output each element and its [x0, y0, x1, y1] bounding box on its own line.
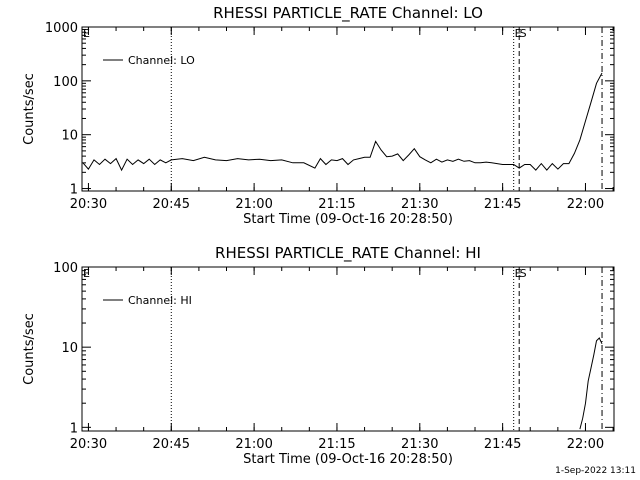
- chart-1: RHESSI PARTICLE_RATE Channel: HI 1 10 100 20…: [22, 244, 615, 467]
- y-tick-label: 100: [53, 75, 78, 90]
- x-tick-label: 21:45: [484, 437, 521, 452]
- y-axis-label: Counts/sec: [22, 313, 37, 385]
- x-tick-label: 22:00: [567, 197, 604, 212]
- x-axis-label: Start Time (09-Oct-16 20:28:50): [243, 452, 453, 467]
- y-tick-label: 10: [61, 341, 78, 356]
- series-line: [82, 72, 603, 172]
- x-tick-label: 20:30: [70, 197, 107, 212]
- corner-mark-s: S: [520, 267, 527, 280]
- x-tick-label: 20:45: [153, 197, 190, 212]
- x-axis-label: Start Time (09-Oct-16 20:28:50): [243, 212, 453, 227]
- chart-title: RHESSI PARTICLE_RATE Channel: HI: [215, 244, 481, 263]
- y-tick-label: 1: [70, 421, 78, 436]
- legend-entry: Channel: LO: [128, 54, 195, 67]
- x-tick-label: 21:30: [401, 437, 438, 452]
- plot-frame: [81, 26, 615, 192]
- y-axis-label: Counts/sec: [22, 73, 37, 145]
- plot-frame: [81, 266, 615, 432]
- x-tick-label: 21:15: [318, 437, 355, 452]
- chart-title: RHESSI PARTICLE_RATE Channel: LO: [213, 4, 483, 23]
- y-tick-label: 1000: [45, 21, 78, 36]
- corner-mark-e: E: [515, 267, 522, 280]
- corner-mark-e: E: [83, 267, 90, 280]
- x-tick-label: 21:15: [318, 197, 355, 212]
- corner-mark-s: S: [520, 27, 527, 40]
- x-tick-label: 20:45: [153, 437, 190, 452]
- series-line: [579, 337, 603, 430]
- corner-mark-e: E: [515, 27, 522, 40]
- y-tick-label: 100: [53, 261, 78, 276]
- x-tick-label: 21:00: [235, 437, 272, 452]
- x-tick-label: 22:00: [567, 437, 604, 452]
- y-tick-label: 1: [70, 183, 78, 198]
- x-tick-label: 21:45: [484, 197, 521, 212]
- y-tick-label: 10: [61, 129, 78, 144]
- legend-entry: Channel: HI: [128, 294, 192, 307]
- corner-mark-e: E: [83, 27, 90, 40]
- x-tick-label: 21:30: [401, 197, 438, 212]
- date-stamp: 1-Sep-2022 13:11: [555, 466, 636, 476]
- x-tick-label: 21:00: [235, 197, 272, 212]
- x-tick-label: 20:30: [70, 437, 107, 452]
- chart-0: RHESSI PARTICLE_RATE Channel: LO 1 10 100 10…: [22, 4, 615, 227]
